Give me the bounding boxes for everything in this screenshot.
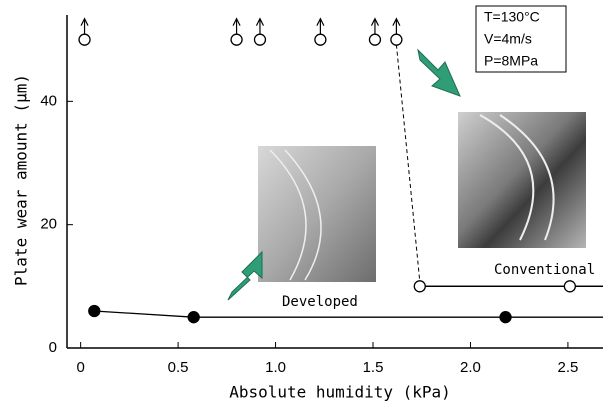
x-tick-label: 1.0 [265, 359, 286, 376]
condition: T=130°C [484, 9, 540, 25]
series-label: Developed [282, 294, 358, 310]
data-point [253, 33, 267, 46]
data-point [368, 33, 382, 46]
data-point [88, 304, 101, 318]
off-scale-arrowhead [232, 17, 241, 26]
data-point [187, 311, 200, 324]
green-arrow [417, 48, 461, 97]
x-tick-label: 0 [76, 359, 84, 376]
off-scale-arrowhead [316, 17, 325, 26]
photo-detail [479, 114, 555, 241]
series-line [94, 310, 506, 318]
off-scale-arrowhead [392, 17, 401, 26]
off-scale-arrowhead [370, 17, 379, 26]
x-tick-label: 0.5 [168, 359, 189, 376]
data-point [563, 280, 577, 293]
data-point [499, 311, 512, 324]
x-tick-label: 2.0 [460, 359, 481, 376]
y-tick-label: 20 [40, 216, 57, 233]
data-point [390, 33, 403, 46]
off-scale-arrowhead [255, 17, 264, 26]
series-label: Conventional [494, 262, 595, 278]
photo-developed [258, 146, 376, 282]
photo-detail [269, 149, 322, 281]
x-axis-label: Absolute humidity (kPa) [229, 383, 451, 402]
condition: P=8MPa [484, 53, 538, 69]
y-axis-label: Plate wear amount (μm) [12, 74, 31, 286]
dashed-connector [395, 44, 421, 282]
data-point [413, 280, 426, 293]
data-point [314, 33, 327, 46]
data-point [230, 33, 243, 46]
green-arrow [227, 250, 263, 301]
conditions-box [475, 5, 567, 73]
off-scale-arrowhead [80, 17, 89, 26]
condition: V=4m/s [484, 31, 532, 47]
y-tick-label: 0 [49, 339, 57, 356]
x-tick-label: 1.5 [363, 359, 384, 376]
data-point [78, 33, 91, 46]
x-tick-label: 2.5 [557, 359, 578, 376]
y-tick-label: 40 [40, 92, 57, 109]
photo-conventional [458, 112, 586, 248]
